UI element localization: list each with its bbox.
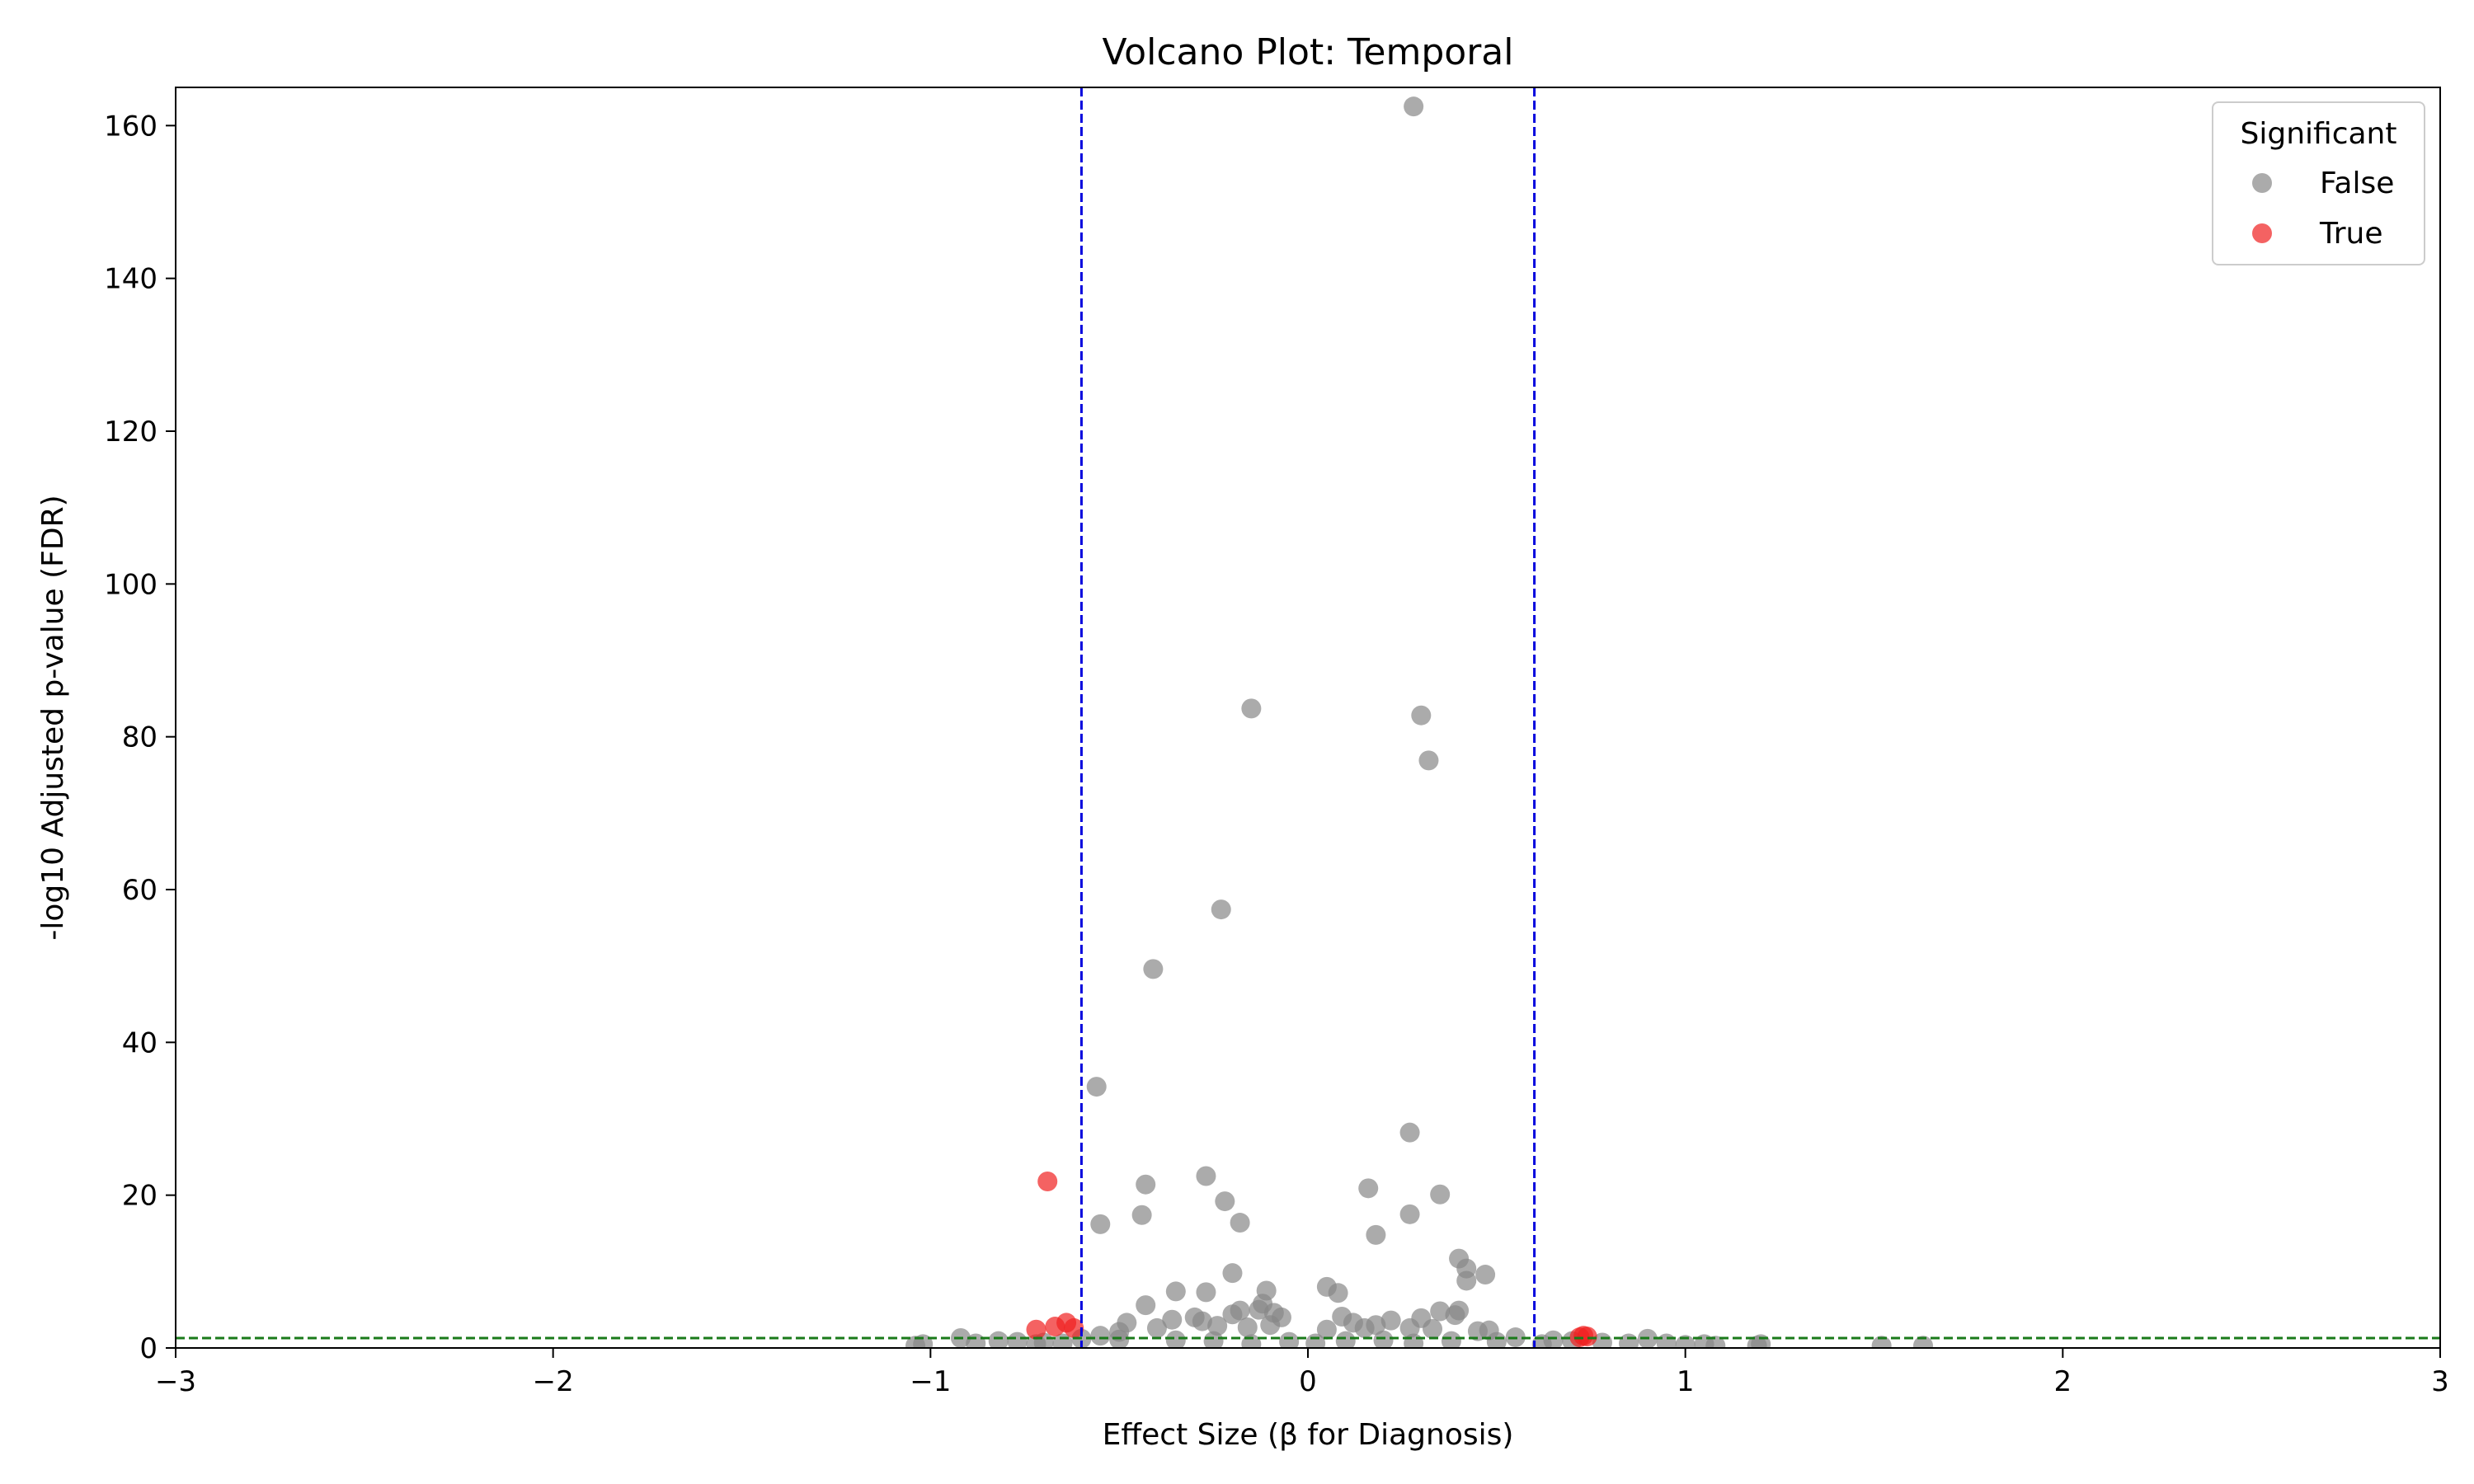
data-point <box>1146 1317 1167 1338</box>
data-point <box>1143 959 1164 979</box>
data-point <box>1045 1317 1065 1337</box>
data-point <box>1404 96 1424 117</box>
x-tick-label: 2 <box>2054 1365 2072 1398</box>
y-tick-label: 60 <box>122 874 158 907</box>
data-point <box>1399 1204 1420 1224</box>
data-point <box>1222 1263 1243 1284</box>
data-point <box>1237 1317 1258 1337</box>
data-point <box>1222 1304 1243 1325</box>
y-tick-label: 80 <box>122 721 158 754</box>
y-tick-label: 40 <box>122 1026 158 1059</box>
x-axis-ticks: −3 −2 −1 0 1 2 3 <box>155 1348 2449 1398</box>
legend-label-false: False <box>2320 167 2394 200</box>
y-tick-label: 100 <box>104 568 158 601</box>
data-point <box>1380 1310 1401 1331</box>
x-tick-label: 1 <box>1677 1365 1695 1398</box>
data-point <box>1211 899 1231 920</box>
data-point <box>1026 1319 1047 1340</box>
data-point <box>1165 1330 1186 1348</box>
data-point <box>1279 1331 1300 1348</box>
data-point <box>1445 1305 1465 1326</box>
data-point <box>1358 1178 1379 1199</box>
data-point <box>1165 1281 1186 1302</box>
legend-marker-true <box>2252 223 2272 243</box>
threshold-lines <box>176 87 2440 1348</box>
data-point <box>1037 1171 1058 1191</box>
data-point <box>1090 1214 1111 1234</box>
data-point <box>1162 1309 1183 1330</box>
x-tick-label: −1 <box>910 1365 951 1398</box>
data-point <box>1136 1174 1156 1195</box>
x-tick-label: 0 <box>1299 1365 1317 1398</box>
data-point <box>1109 1329 1130 1348</box>
x-tick-label: −3 <box>155 1365 196 1398</box>
data-point <box>1399 1122 1420 1143</box>
data-point <box>1418 750 1439 771</box>
data-point <box>1411 705 1432 726</box>
y-tick-label: 20 <box>122 1180 158 1213</box>
data-point <box>1399 1317 1420 1338</box>
x-tick-label: −2 <box>533 1365 574 1398</box>
data-point <box>1366 1224 1386 1245</box>
data-point <box>1086 1077 1107 1097</box>
data-point <box>1064 1317 1084 1338</box>
data-point <box>966 1333 986 1348</box>
data-point <box>1328 1283 1348 1303</box>
plot-area-frame <box>175 87 2441 1349</box>
data-point <box>1196 1282 1216 1303</box>
y-axis-ticks: 0 20 40 60 80 100 120 140 160 <box>104 110 176 1365</box>
points-layer <box>905 96 1933 1348</box>
legend-box <box>2212 101 2425 265</box>
data-point <box>1430 1301 1451 1322</box>
legend-label-true: True <box>2319 217 2382 251</box>
data-point <box>1430 1184 1451 1205</box>
data-point <box>1486 1331 1507 1348</box>
data-point <box>1131 1205 1152 1225</box>
data-point <box>1249 1299 1269 1320</box>
chart-title: Volcano Plot: Temporal <box>1103 31 1514 73</box>
data-point <box>1136 1295 1156 1316</box>
legend-marker-false <box>2252 173 2272 193</box>
data-point <box>1090 1326 1111 1346</box>
data-point <box>1656 1333 1677 1348</box>
y-axis-label: -log10 Adjusted p-value (FDR) <box>36 495 70 940</box>
data-point <box>1335 1331 1356 1348</box>
data-point <box>1354 1317 1375 1338</box>
data-point <box>1456 1270 1477 1291</box>
y-tick-label: 140 <box>104 263 158 296</box>
data-point <box>1316 1319 1337 1340</box>
legend: Significant False True <box>2212 101 2425 265</box>
y-tick-label: 160 <box>104 110 158 143</box>
data-point <box>1230 1213 1250 1233</box>
data-point <box>1203 1331 1224 1348</box>
series-false <box>905 96 1933 1348</box>
data-point <box>1192 1311 1212 1331</box>
series-true <box>1026 1171 1597 1348</box>
data-point <box>1215 1191 1235 1212</box>
y-tick-label: 0 <box>139 1332 158 1365</box>
y-tick-label: 120 <box>104 416 158 448</box>
data-point <box>1260 1315 1281 1336</box>
x-axis-label: Effect Size (β for Diagnosis) <box>1103 1418 1514 1452</box>
data-point <box>1475 1265 1496 1285</box>
data-point <box>1592 1332 1612 1348</box>
data-point <box>1404 1333 1424 1348</box>
data-point <box>1619 1333 1639 1348</box>
data-point <box>1196 1166 1216 1186</box>
data-point <box>1207 1316 1228 1336</box>
data-point <box>1441 1331 1461 1348</box>
data-point <box>1007 1331 1028 1348</box>
x-tick-label: 3 <box>2431 1365 2449 1398</box>
data-point <box>988 1331 1009 1348</box>
data-point <box>1241 698 1262 719</box>
legend-title: Significant <box>2241 117 2397 151</box>
data-point <box>1423 1318 1443 1339</box>
